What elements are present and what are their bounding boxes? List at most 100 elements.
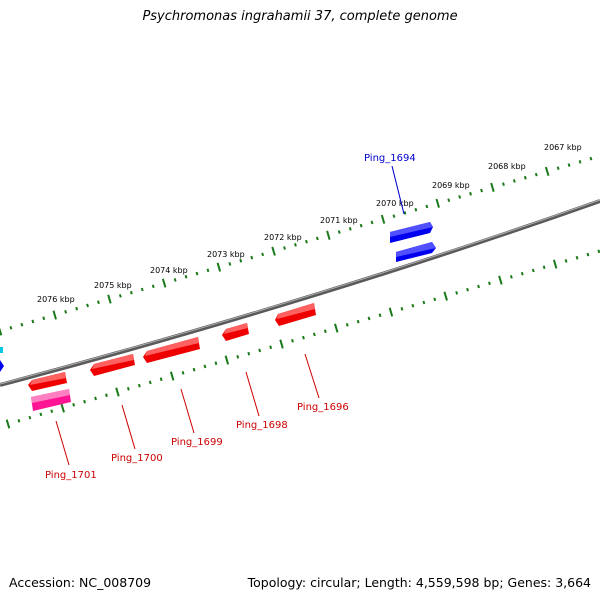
tick-label-2073: 2073 kbp — [207, 250, 245, 259]
gene-ping-1701[interactable] — [28, 372, 67, 391]
gene-ping-1701-pseudo[interactable] — [31, 389, 71, 411]
scale-tick — [39, 412, 43, 417]
gene-ping-1699[interactable] — [143, 337, 200, 363]
gene-label-ping-1700[interactable]: Ping_1700 — [111, 453, 163, 464]
scale-labels: 2067 kbp 2068 kbp 2069 kbp 2070 kbp 2071… — [37, 143, 582, 304]
scale-tick — [359, 223, 363, 228]
scale-tick — [414, 207, 418, 212]
gene-ping-1696[interactable] — [275, 303, 316, 326]
scale-tick — [512, 179, 516, 183]
scale-tick — [118, 294, 122, 298]
scale-tick — [466, 287, 469, 292]
scale-tick — [411, 303, 415, 308]
gene-ping-1695[interactable] — [396, 242, 436, 262]
gene-ping-1700[interactable] — [90, 354, 135, 376]
scale-tick — [552, 259, 558, 269]
scale-tick — [258, 348, 262, 353]
scale-tick — [337, 230, 341, 234]
tick-label-2067: 2067 kbp — [544, 143, 582, 152]
scale-tick — [326, 230, 331, 240]
scale-tick — [181, 371, 185, 375]
scale-tick — [42, 316, 46, 321]
scale-tick — [567, 163, 571, 167]
scale-tick — [105, 393, 108, 398]
scale-tick — [50, 409, 54, 413]
scale-tick — [455, 291, 459, 295]
scale-tick — [433, 297, 437, 302]
scale-tick — [305, 239, 308, 244]
gene-label-ping-1699[interactable]: Ping_1699 — [171, 437, 223, 448]
scale-tick — [477, 284, 480, 289]
scale-tick — [283, 246, 286, 250]
gene-label-ping-1696[interactable]: Ping_1696 — [297, 402, 349, 413]
scale-tick — [523, 175, 527, 180]
scale-tick — [140, 287, 144, 292]
scale-tick — [0, 327, 3, 336]
scale-tick — [520, 271, 524, 276]
scale-tick — [556, 166, 560, 170]
scale-tick — [403, 211, 407, 215]
scale-tick — [75, 306, 79, 311]
scale-tick — [28, 415, 32, 420]
scale-tick — [9, 326, 13, 330]
tick-label-2069: 2069 kbp — [432, 181, 470, 190]
scale-tick — [498, 275, 503, 285]
scale-tick — [17, 419, 21, 423]
gene-label-ping-1698[interactable]: Ping_1698 — [236, 420, 288, 431]
scale-tick — [64, 310, 68, 314]
scale-tick — [269, 345, 273, 350]
page-title: Psychromonas ingrahamii 37, complete gen… — [142, 9, 458, 24]
genome-summary-text: Topology: circular; Length: 4,559,598 bp… — [247, 575, 591, 590]
scale-tick — [422, 300, 426, 305]
gene-label-ping-1701[interactable]: Ping_1701 — [45, 470, 97, 481]
scale-tick — [586, 252, 590, 257]
gene-ping-1698[interactable] — [222, 323, 249, 341]
scale-tick — [161, 278, 167, 288]
scale-tick — [261, 252, 265, 257]
scale-tick — [578, 160, 582, 164]
scale-tick — [83, 399, 86, 404]
scale-tick — [544, 166, 550, 176]
scale-tick — [148, 380, 152, 385]
genome-backbone — [0, 199, 600, 387]
scale-tick — [192, 367, 196, 372]
scale-tick — [294, 243, 297, 247]
scale-tick — [31, 319, 35, 324]
tick-label-2074: 2074 kbp — [150, 266, 188, 275]
scale-tick — [228, 262, 232, 266]
tick-label-2075: 2075 kbp — [94, 281, 132, 290]
scale-tick — [94, 396, 97, 401]
inner-scale-ticks — [5, 249, 600, 429]
scale-tick — [312, 332, 316, 337]
scale-tick — [502, 182, 505, 186]
scale-tick — [206, 268, 210, 273]
scale-tick — [348, 227, 352, 231]
scale-tick — [323, 329, 327, 334]
scale-tick — [216, 262, 222, 272]
gene-edge-forward[interactable] — [0, 360, 4, 372]
scale-tick — [129, 290, 133, 295]
scale-tick — [159, 377, 163, 382]
tick-label-2070: 2070 kbp — [376, 199, 414, 208]
scale-tick — [86, 303, 89, 308]
scale-tick — [315, 236, 319, 241]
scale-tick — [169, 371, 175, 381]
gene-ping-1694[interactable] — [390, 222, 433, 243]
scale-tick — [367, 316, 371, 321]
scale-tick — [97, 300, 100, 305]
gene-label-ping-1694[interactable]: Ping_1694 — [364, 153, 416, 164]
tick-label-2071: 2071 kbp — [320, 216, 358, 225]
scale-tick — [488, 281, 491, 286]
tick-label-2068: 2068 kbp — [488, 162, 526, 171]
scale-tick — [302, 335, 305, 340]
scale-tick — [115, 387, 120, 397]
scale-tick — [469, 191, 472, 196]
scale-tick — [151, 284, 155, 289]
scale-tick — [480, 188, 483, 193]
scale-tick — [184, 274, 188, 279]
scale-tick — [425, 204, 429, 209]
gene-edge-cyan — [0, 347, 3, 353]
scale-tick — [5, 419, 11, 429]
leader-lines — [55, 165, 405, 466]
